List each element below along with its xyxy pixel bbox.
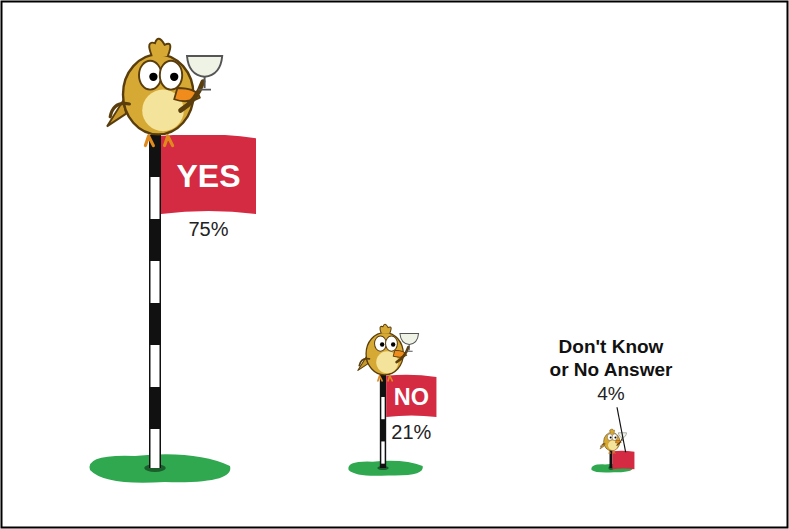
bird-wing [359, 359, 369, 366]
bird-glass [400, 333, 419, 344]
bird-eye [612, 434, 617, 441]
category-line: or No Answer [550, 359, 673, 380]
marks [149, 135, 634, 469]
bird-eye [386, 336, 398, 351]
bird-tuft [149, 39, 170, 56]
category-line: Don't Know [559, 336, 664, 357]
leader-line [617, 407, 626, 452]
pole-stripe [381, 441, 384, 463]
bird-eye [375, 336, 387, 351]
value-label: 75% [188, 218, 228, 240]
pole-stripe [151, 177, 160, 219]
pole-stripe [611, 460, 612, 468]
chart: YES 75% NO 21% Don't Knowor No Answer 4% [0, 0, 789, 529]
bird-eye [607, 434, 612, 441]
bird-glass-stem [198, 77, 211, 90]
flag [161, 135, 256, 214]
bird-pupil [391, 342, 395, 346]
pole [149, 135, 161, 468]
birds [107, 39, 627, 454]
flag-pole [380, 375, 437, 468]
value-label: 21% [391, 421, 431, 443]
bird-tuft [380, 324, 391, 333]
bird-pupil [170, 73, 178, 81]
value-label: 4% [597, 383, 625, 404]
bird-tail [600, 443, 604, 449]
bird-wing [110, 103, 129, 116]
bird [600, 429, 627, 454]
bird-wing [601, 444, 605, 447]
bird-wing [397, 347, 409, 362]
bird-eye [160, 61, 182, 90]
bird-pupil [149, 73, 157, 81]
pole [380, 375, 386, 468]
bird-feet [609, 451, 615, 453]
bird-tuft [610, 429, 615, 433]
frame [2, 2, 788, 528]
labels: YES 75% NO 21% Don't Knowor No Answer 4% [176, 158, 673, 453]
pole-stripe [151, 345, 160, 387]
flag [613, 451, 635, 469]
bird-pupil [610, 437, 612, 439]
bird-wing [617, 439, 622, 446]
bird-pupil [380, 342, 384, 346]
bird [107, 39, 222, 146]
bird-eye [139, 61, 161, 90]
pole-stripe [151, 429, 160, 468]
bird-glass [187, 56, 222, 77]
category-label: NO [394, 384, 429, 410]
flag-pole [610, 450, 635, 469]
bird-glass-stem [406, 344, 413, 351]
bird-feet [378, 376, 392, 381]
category-label: YES [176, 158, 240, 194]
flag [386, 375, 436, 417]
bird-feet [145, 136, 172, 146]
flag-pole [149, 135, 256, 468]
category-label: Don't Knowor No Answer [550, 336, 673, 380]
bird-pupil [614, 437, 616, 439]
bird-wing [181, 82, 203, 111]
bird [358, 324, 419, 381]
pole-stripe [381, 397, 384, 419]
grounds [90, 454, 634, 482]
pole-stripe [151, 261, 160, 303]
